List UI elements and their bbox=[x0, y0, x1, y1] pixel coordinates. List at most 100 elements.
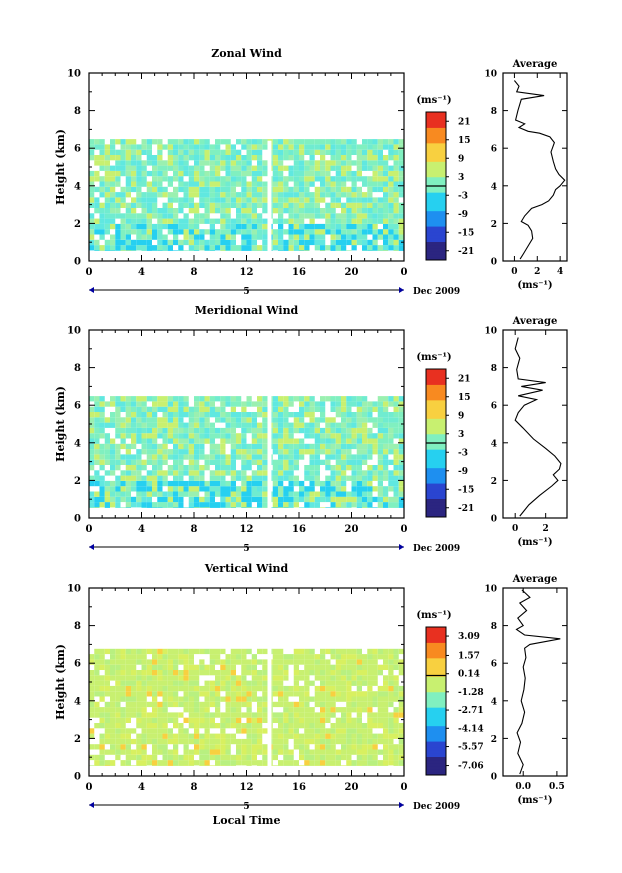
average-y-tick-label: 2 bbox=[491, 735, 497, 745]
average-panel: Average 0 2 4 6 8 10 0 2 4 (ms⁻¹) bbox=[484, 59, 568, 291]
average-y-tick-label: 4 bbox=[491, 439, 497, 449]
colorbar-tick-label: -3 bbox=[458, 191, 468, 201]
heatmap-field bbox=[89, 139, 404, 261]
colorbar-tick-label: -4.14 bbox=[458, 724, 484, 734]
average-frame bbox=[502, 329, 568, 519]
average-y-tick-label: 10 bbox=[484, 70, 497, 80]
x-tick-label: 4 bbox=[138, 782, 145, 793]
average-x-tick-label: 0 bbox=[511, 267, 517, 277]
average-x-tick-label: 2 bbox=[534, 267, 540, 277]
x-tick-label: 8 bbox=[191, 782, 198, 793]
average-y-tick-label: 2 bbox=[491, 220, 497, 230]
y-tick-label: 10 bbox=[67, 326, 81, 337]
average-y-tick-label: 8 bbox=[491, 622, 497, 632]
day-label: 5 bbox=[243, 544, 249, 554]
colorbar-frame bbox=[425, 626, 447, 776]
y-axis-label: Height (km) bbox=[54, 644, 67, 720]
y-tick-label: 2 bbox=[74, 734, 81, 745]
average-title: Average bbox=[512, 316, 558, 327]
y-axis-label: Height (km) bbox=[54, 129, 67, 205]
x-tick-label: 0 bbox=[86, 782, 93, 793]
colorbar-tick-label: 21 bbox=[458, 374, 471, 384]
average-y-tick-label: 0 bbox=[491, 515, 497, 525]
average-y-tick-label: 10 bbox=[484, 585, 497, 595]
x-tick-label: 0 bbox=[401, 267, 408, 278]
average-y-tick-label: 10 bbox=[484, 327, 497, 337]
day-arrow-right bbox=[399, 802, 404, 808]
y-tick-label: 10 bbox=[67, 584, 81, 595]
average-panel: Average 0 2 4 6 8 10 0 2 (ms⁻¹) bbox=[484, 316, 568, 548]
x-tick-label: 20 bbox=[345, 524, 359, 535]
colorbar-tick-label: -15 bbox=[458, 228, 474, 238]
colorbar-tick-label: 3.09 bbox=[458, 632, 480, 642]
colorbar-tick-label: 9 bbox=[458, 154, 464, 164]
x-tick-label: 0 bbox=[401, 782, 408, 793]
colorbar-tick-label: -3 bbox=[458, 448, 468, 458]
average-frame bbox=[502, 72, 568, 262]
colorbar-unit-label: (ms⁻¹) bbox=[416, 95, 451, 106]
average-y-tick-label: 8 bbox=[491, 107, 497, 117]
colorbar-tick-label: 15 bbox=[458, 393, 471, 403]
average-frame bbox=[502, 587, 568, 777]
x-tick-label: 0 bbox=[86, 267, 93, 278]
heatmap-field bbox=[89, 648, 404, 776]
y-tick-label: 6 bbox=[74, 659, 81, 670]
average-x-label: (ms⁻¹) bbox=[517, 280, 552, 291]
y-tick-label: 8 bbox=[74, 621, 81, 632]
colorbar-tick-label: -15 bbox=[458, 485, 474, 495]
day-arrow-right bbox=[399, 544, 404, 550]
day-label: 5 bbox=[243, 802, 249, 812]
average-profile-line bbox=[514, 337, 562, 517]
y-tick-label: 8 bbox=[74, 106, 81, 117]
colorbar-tick-label: -2.71 bbox=[458, 706, 484, 716]
date-label: Dec 2009 bbox=[413, 287, 460, 297]
x-axis-label: Local Time bbox=[213, 814, 281, 827]
y-tick-label: 10 bbox=[67, 69, 81, 80]
y-tick-label: 4 bbox=[74, 438, 81, 449]
date-label: Dec 2009 bbox=[413, 802, 460, 812]
average-y-tick-label: 4 bbox=[491, 182, 497, 192]
chart-title: Meridional Wind bbox=[195, 304, 299, 317]
average-x-tick-label: 0.5 bbox=[549, 782, 565, 792]
colorbar-unit-label: (ms⁻¹) bbox=[416, 610, 451, 621]
colorbar-tick-label: 9 bbox=[458, 411, 464, 421]
average-y-tick-label: 6 bbox=[491, 402, 497, 412]
colorbar-tick-label: -21 bbox=[458, 247, 474, 257]
y-tick-label: 4 bbox=[74, 696, 81, 707]
colorbar-tick-label: 21 bbox=[458, 117, 471, 127]
average-x-tick-label: 0 bbox=[512, 524, 518, 534]
average-y-tick-label: 0 bbox=[491, 773, 497, 783]
chart-title: Vertical Wind bbox=[204, 562, 289, 575]
y-tick-label: 0 bbox=[74, 772, 81, 783]
heatmap-field bbox=[89, 393, 404, 518]
y-tick-label: 6 bbox=[74, 401, 81, 412]
x-tick-label: 16 bbox=[292, 782, 306, 793]
x-tick-label: 4 bbox=[138, 524, 145, 535]
average-x-label: (ms⁻¹) bbox=[517, 537, 552, 548]
colorbar: 21 15 9 3 -3 -9 -15 -21 bbox=[425, 111, 474, 261]
colorbar-tick-label: 15 bbox=[458, 136, 471, 146]
average-title: Average bbox=[512, 59, 558, 70]
chart-title: Zonal Wind bbox=[211, 47, 282, 60]
average-y-tick-label: 0 bbox=[491, 258, 497, 268]
colorbar-tick-label: -7.06 bbox=[458, 762, 484, 772]
colorbar-tick-label: -9 bbox=[458, 210, 468, 220]
x-tick-label: 20 bbox=[345, 782, 359, 793]
y-tick-label: 0 bbox=[74, 514, 81, 525]
colorbar-unit-label: (ms⁻¹) bbox=[416, 352, 451, 363]
y-tick-label: 2 bbox=[74, 476, 81, 487]
average-y-tick-label: 6 bbox=[491, 145, 497, 155]
day-arrow-right bbox=[399, 287, 404, 293]
y-tick-label: 8 bbox=[74, 363, 81, 374]
colorbar: 3.09 1.57 0.14 -1.28 -2.71 -4.14 -5.57 -7.06 bbox=[425, 626, 484, 776]
y-tick-label: 4 bbox=[74, 181, 81, 192]
x-tick-label: 20 bbox=[345, 267, 359, 278]
average-title: Average bbox=[512, 574, 558, 585]
day-arrow-left bbox=[89, 544, 94, 550]
x-tick-label: 4 bbox=[138, 267, 145, 278]
day-label: 5 bbox=[243, 287, 249, 297]
date-label: Dec 2009 bbox=[413, 544, 460, 554]
average-x-tick-label: 4 bbox=[557, 267, 563, 277]
